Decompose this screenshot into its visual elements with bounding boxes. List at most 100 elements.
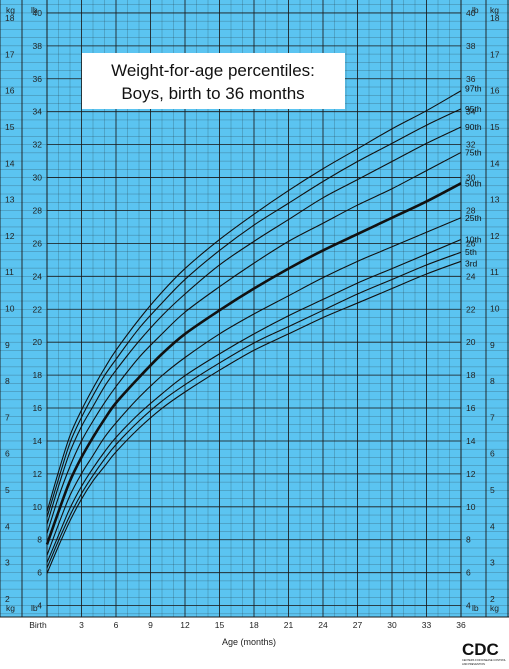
y-tick-kg-left: 5 [5, 485, 10, 495]
percentile-line-5th [46, 251, 462, 569]
y-tick-lb-left: 14 [33, 436, 43, 446]
y-tick-lb-left: 6 [37, 568, 42, 578]
y-tick-lb-left: 24 [33, 271, 43, 281]
y-tick-lb-left: 36 [33, 74, 43, 84]
y-tick-lb-right: 6 [466, 568, 471, 578]
unit-kg-top-right: kg [490, 5, 499, 15]
y-tick-kg-right: 14 [490, 158, 500, 168]
cdc-logo-subtitle-1: CENTERS FOR DISEASE CONTROL [462, 658, 507, 662]
y-tick-kg-left: 2 [5, 594, 10, 604]
y-tick-kg-right: 9 [490, 340, 495, 350]
unit-lb-top-right: lb [472, 5, 479, 15]
y-tick-lb-right: 20 [466, 337, 476, 347]
x-tick-label: 24 [318, 620, 328, 630]
percentile-line-50th [45, 182, 462, 545]
y-tick-kg-left: 8 [5, 376, 10, 386]
y-tick-lb-left: 8 [37, 535, 42, 545]
y-tick-kg-left: 14 [5, 158, 15, 168]
y-tick-lb-right: 18 [466, 370, 476, 380]
y-tick-kg-right: 5 [490, 485, 495, 495]
x-tick-label: 33 [422, 620, 432, 630]
cdc-logo-subtitle-2: AND PREVENTION [462, 662, 485, 666]
y-tick-lb-right: 4 [466, 601, 471, 611]
x-tick-label: 15 [215, 620, 225, 630]
y-tick-kg-right: 12 [490, 231, 500, 241]
percentile-label-97th: 97th [465, 84, 482, 94]
x-tick-label: 9 [148, 620, 153, 630]
y-tick-kg-right: 6 [490, 449, 495, 459]
y-tick-lb-left: 16 [33, 403, 43, 413]
y-tick-kg-right: 3 [490, 558, 495, 568]
y-tick-lb-right: 24 [466, 271, 476, 281]
y-tick-kg-left: 17 [5, 49, 15, 59]
y-tick-lb-right: 16 [466, 403, 476, 413]
y-tick-kg-left: 12 [5, 231, 15, 241]
percentile-label-90th: 90th [465, 122, 482, 132]
y-tick-kg-left: 15 [5, 122, 15, 132]
y-tick-lb-left: 10 [33, 502, 43, 512]
y-tick-kg-left: 6 [5, 449, 10, 459]
unit-lb-top-left: lb [31, 5, 38, 15]
x-axis-ticks: Birth 3 6 9 12 15 18 21 24 27 30 33 36 [29, 620, 466, 630]
y-tick-lb-right: 34 [466, 107, 476, 117]
y-tick-lb-left: 18 [33, 370, 43, 380]
percentile-line-3rd [46, 260, 462, 574]
y-tick-lb-right: 30 [466, 173, 476, 183]
unit-kg-bottom-left: kg [6, 603, 15, 613]
y-tick-lb-right: 32 [466, 140, 476, 150]
x-tick-label: 27 [353, 620, 363, 630]
y-tick-kg-right: 8 [490, 376, 495, 386]
y-tick-kg-right: 10 [490, 304, 500, 314]
x-tick-label: 6 [114, 620, 119, 630]
y-tick-kg-left: 10 [5, 304, 15, 314]
unit-lb-bottom-left: lb [31, 603, 38, 613]
y-tick-lb-left: 28 [33, 205, 43, 215]
percentile-label-25th: 25th [465, 213, 482, 223]
y-tick-kg-right: 16 [490, 86, 500, 96]
y-tick-lb-right: 38 [466, 41, 476, 51]
y-tick-lb-left: 38 [33, 41, 43, 51]
y-tick-lb-right: 28 [466, 205, 476, 215]
y-tick-kg-right: 4 [490, 521, 495, 531]
y-tick-kg-right: 17 [490, 49, 500, 59]
y-tick-lb-right: 22 [466, 304, 476, 314]
y-tick-kg-right: 15 [490, 122, 500, 132]
chart-title-line-2: Boys, birth to 36 months [121, 84, 304, 103]
y-tick-lb-left: 22 [33, 304, 43, 314]
x-tick-label: 12 [180, 620, 190, 630]
y-tick-kg-left: 4 [5, 521, 10, 531]
percentile-line-75th [46, 151, 462, 534]
chart-title-line-1: Weight-for-age percentiles: [111, 61, 315, 80]
percentile-line-95th [46, 108, 462, 518]
y-tick-lb-right: 14 [466, 436, 476, 446]
percentile-label-50th: 50th [465, 178, 482, 188]
unit-lb-bottom-right: lb [472, 603, 479, 613]
y-tick-lb-left: 30 [33, 173, 43, 183]
x-tick-label: 3 [79, 620, 84, 630]
y-tick-lb-right: 12 [466, 469, 476, 479]
y-tick-kg-right: 13 [490, 195, 500, 205]
percentile-line-10th [46, 239, 462, 563]
y-tick-lb-left: 26 [33, 238, 43, 248]
y-tick-lb-left: 32 [33, 140, 43, 150]
y-tick-kg-left: 7 [5, 412, 10, 422]
y-tick-lb-left: 20 [33, 337, 43, 347]
percentile-line-25th [46, 217, 462, 556]
y-tick-lb-right: 8 [466, 535, 471, 545]
percentile-line-90th [46, 126, 462, 525]
y-tick-lb-left: 40 [33, 8, 43, 18]
percentile-line-97th [46, 90, 462, 512]
percentile-label-95th: 95th [465, 104, 482, 114]
percentile-label-10th: 10th [465, 235, 482, 245]
y-axis-kg: 2345678910111213141516171846810121416182… [5, 8, 42, 611]
y-tick-lb-right: 40 [466, 8, 476, 18]
y-tick-lb-right: 36 [466, 74, 476, 84]
x-tick-label: 30 [387, 620, 397, 630]
percentile-label-75th: 75th [465, 147, 482, 157]
y-tick-kg-left: 3 [5, 558, 10, 568]
cdc-logo: CDC CENTERS FOR DISEASE CONTROL AND PREV… [462, 640, 507, 666]
y-tick-lb-right: 26 [466, 238, 476, 248]
x-tick-label: 18 [249, 620, 259, 630]
